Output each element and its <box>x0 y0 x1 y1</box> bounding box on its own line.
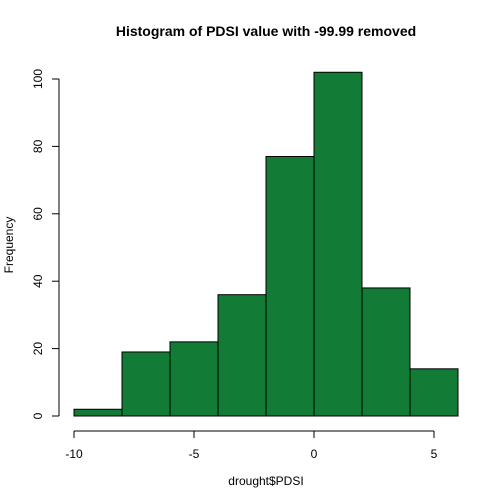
y-tick-label-5: 100 <box>31 69 45 89</box>
histogram-bar-4 <box>265 156 315 417</box>
y-tick-label-3: 60 <box>31 207 45 221</box>
x-tick-label-2: 0 <box>311 447 318 461</box>
bars-group <box>73 71 459 417</box>
y-tick-label-0: 0 <box>31 412 45 419</box>
histogram-bar-3 <box>217 294 267 417</box>
histogram-bar-1 <box>121 351 171 417</box>
x-axis-label: drought$PDSI <box>228 474 303 488</box>
x-tick-label-0: -10 <box>65 447 83 461</box>
histogram-bar-5 <box>313 71 363 417</box>
y-axis: 0 20 40 60 80 100 <box>31 69 60 419</box>
y-tick-label-2: 40 <box>31 274 45 288</box>
y-axis-label: Frequency <box>2 217 16 274</box>
x-tick-label-1: -5 <box>189 447 200 461</box>
y-tick-label-4: 80 <box>31 139 45 153</box>
histogram-bar-7 <box>409 368 459 417</box>
x-axis: -10 -5 0 5 <box>65 430 438 461</box>
histogram-bar-0 <box>73 408 123 417</box>
histogram-bar-2 <box>169 341 219 417</box>
y-tick-label-1: 20 <box>31 342 45 356</box>
x-tick-label-3: 5 <box>431 447 438 461</box>
chart-title: Histogram of PDSI value with -99.99 remo… <box>116 23 416 39</box>
histogram-bar-6 <box>361 287 411 417</box>
